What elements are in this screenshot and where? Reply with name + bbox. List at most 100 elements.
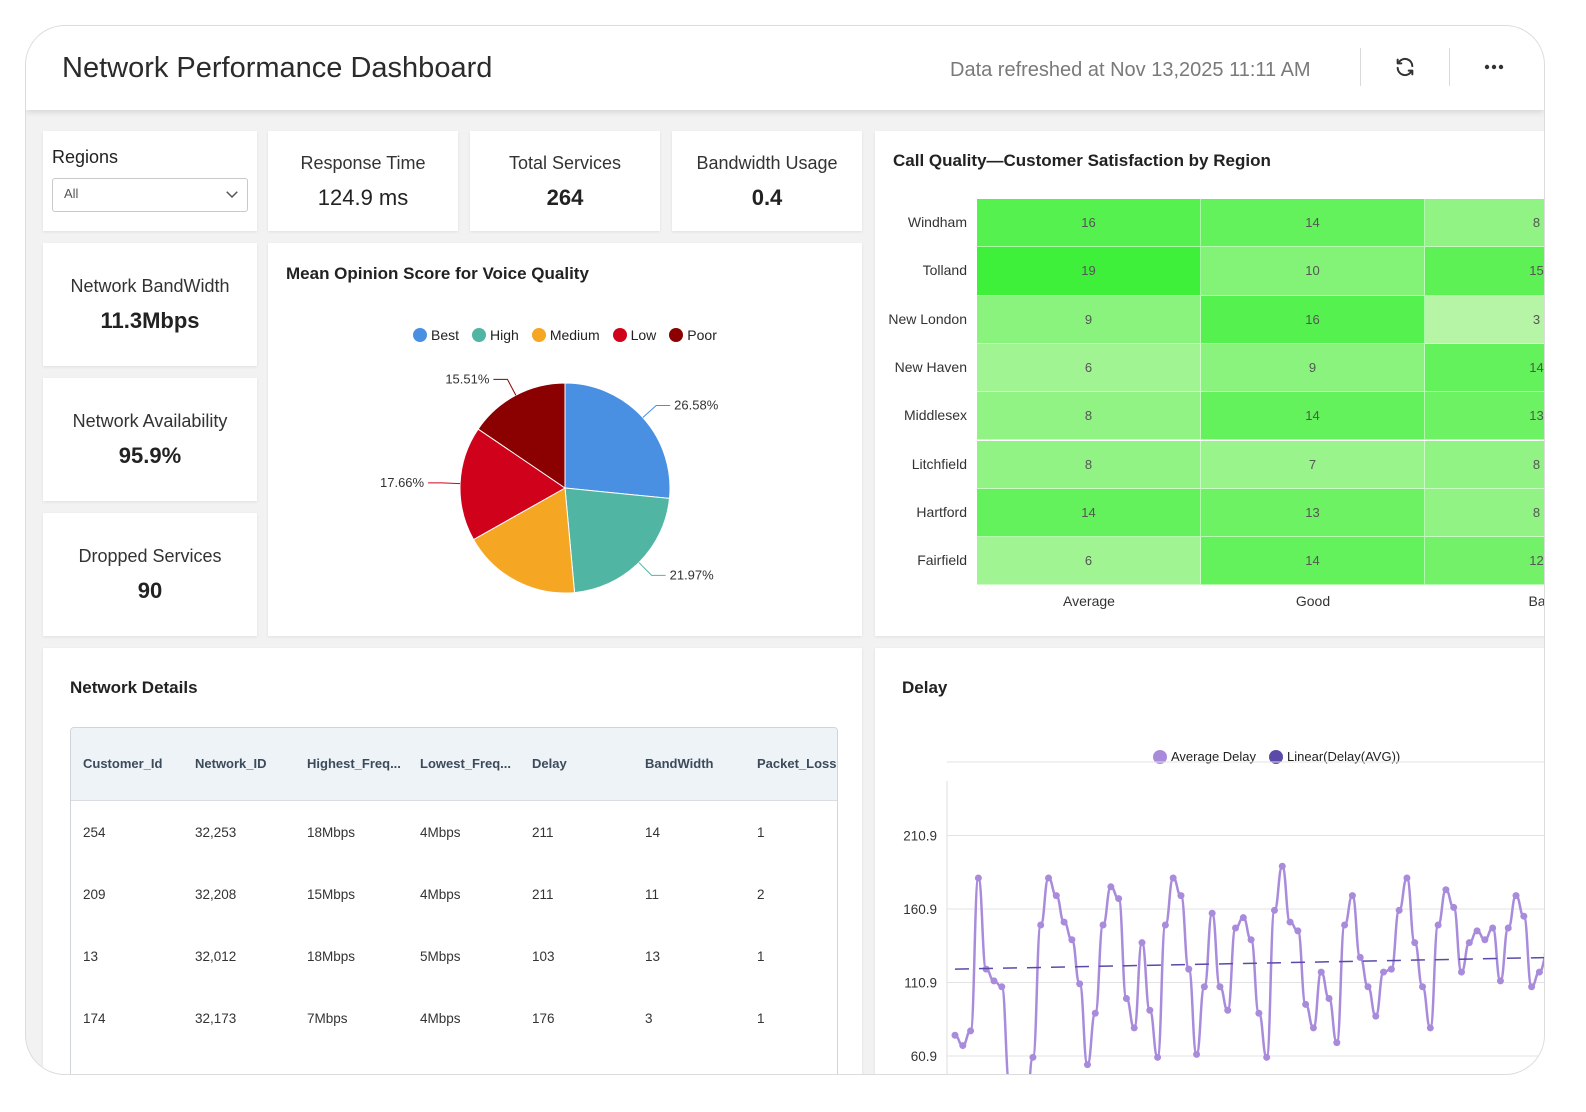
column-header[interactable]: Highest_Freq... — [307, 756, 401, 771]
legend-item[interactable]: Average Delay — [1153, 749, 1256, 764]
data-point[interactable] — [1395, 906, 1403, 914]
table-row[interactable] — [71, 1049, 837, 1074]
heatmap-cell[interactable]: 6 — [977, 343, 1201, 393]
data-point[interactable] — [959, 1042, 967, 1050]
data-point[interactable] — [1091, 1009, 1099, 1017]
data-point[interactable] — [1146, 1006, 1154, 1014]
heatmap-cell[interactable]: 8 — [977, 440, 1201, 489]
pie-slice-medium[interactable] — [472, 487, 576, 594]
heatmap-cell[interactable]: 8 — [1425, 488, 1544, 538]
heatmap-cell[interactable]: 13 — [1425, 392, 1544, 441]
heatmap-cell[interactable]: 9 — [1201, 343, 1425, 393]
data-point[interactable] — [1442, 886, 1450, 894]
data-point[interactable] — [1333, 1039, 1341, 1047]
column-header[interactable]: BandWidth — [645, 756, 714, 771]
data-point[interactable] — [1457, 968, 1465, 976]
data-point[interactable] — [1356, 953, 1364, 961]
data-point[interactable] — [1372, 1012, 1380, 1020]
data-point[interactable] — [1083, 1061, 1091, 1069]
data-point[interactable] — [1029, 1053, 1037, 1061]
data-point[interactable] — [1380, 968, 1388, 976]
heatmap-cell[interactable]: 15 — [1425, 247, 1544, 296]
data-point[interactable] — [1068, 936, 1076, 944]
heatmap-cell[interactable]: 7 — [1201, 440, 1425, 489]
data-point[interactable] — [1177, 892, 1185, 900]
data-point[interactable] — [1037, 921, 1045, 929]
data-point[interactable] — [1512, 892, 1520, 900]
heatmap-cell[interactable]: 16 — [977, 199, 1201, 248]
data-point[interactable] — [1115, 895, 1123, 903]
data-point[interactable] — [998, 983, 1006, 991]
data-point[interactable] — [1504, 924, 1512, 932]
data-point[interactable] — [1403, 874, 1411, 882]
data-point[interactable] — [1426, 1024, 1434, 1032]
heatmap-cell[interactable]: 14 — [977, 488, 1201, 538]
data-point[interactable] — [1216, 983, 1224, 991]
data-point[interactable] — [1247, 936, 1255, 944]
data-point[interactable] — [1309, 1024, 1317, 1032]
data-point[interactable] — [967, 1027, 975, 1035]
data-point[interactable] — [1154, 1053, 1162, 1061]
data-point[interactable] — [1473, 927, 1481, 935]
heatmap-cell[interactable]: 19 — [977, 247, 1201, 296]
data-point[interactable] — [1045, 874, 1053, 882]
column-header[interactable]: Packet_Loss — [757, 756, 837, 771]
data-point[interactable] — [990, 977, 998, 985]
data-point[interactable] — [1450, 903, 1458, 911]
data-point[interactable] — [1255, 1009, 1263, 1017]
data-point[interactable] — [1161, 921, 1169, 929]
data-point[interactable] — [1060, 918, 1068, 926]
data-point[interactable] — [1185, 965, 1193, 973]
more-horizontal-icon[interactable] — [1477, 50, 1511, 84]
heatmap-cell[interactable]: 14 — [1201, 537, 1425, 586]
heatmap-cell[interactable]: 8 — [1425, 440, 1544, 489]
heatmap-cell[interactable]: 9 — [977, 295, 1201, 344]
series-line-average-delay[interactable] — [954, 864, 1545, 1075]
legend-item[interactable]: Best — [413, 327, 459, 343]
data-point[interactable] — [1130, 1024, 1138, 1032]
data-point[interactable] — [1224, 1006, 1232, 1014]
data-point[interactable] — [1052, 892, 1060, 900]
data-point[interactable] — [1465, 939, 1473, 947]
heatmap-cell[interactable]: 6 — [977, 537, 1201, 586]
data-point[interactable] — [1364, 983, 1372, 991]
column-header[interactable]: Lowest_Freq... — [420, 756, 512, 771]
heatmap-cell[interactable]: 12 — [1425, 537, 1544, 586]
data-point[interactable] — [1169, 874, 1177, 882]
data-point[interactable] — [1278, 862, 1286, 870]
column-header[interactable]: Delay — [532, 756, 567, 771]
data-point[interactable] — [1270, 906, 1278, 914]
heatmap-cell[interactable]: 13 — [1201, 488, 1425, 538]
data-point[interactable] — [1294, 927, 1302, 935]
data-point[interactable] — [1232, 924, 1240, 932]
data-point[interactable] — [1325, 995, 1333, 1003]
legend-item[interactable]: Linear(Delay(AVG)) — [1269, 749, 1400, 764]
heatmap-cell[interactable]: 10 — [1201, 247, 1425, 296]
legend-item[interactable]: Medium — [531, 327, 600, 343]
data-point[interactable] — [1419, 983, 1427, 991]
data-point[interactable] — [1193, 1050, 1201, 1058]
data-point[interactable] — [1387, 965, 1395, 973]
data-point[interactable] — [1348, 892, 1356, 900]
data-point[interactable] — [1076, 980, 1084, 988]
data-point[interactable] — [1208, 909, 1216, 917]
data-point[interactable] — [1535, 968, 1543, 976]
data-point[interactable] — [1239, 914, 1247, 922]
regions-select[interactable]: All — [52, 178, 248, 212]
pie-slice-high[interactable] — [564, 487, 671, 594]
data-point[interactable] — [1122, 995, 1130, 1003]
data-point[interactable] — [1200, 983, 1208, 991]
heatmap-cell[interactable]: 16 — [1201, 295, 1425, 344]
data-point[interactable] — [1496, 977, 1504, 985]
data-point[interactable] — [951, 1031, 959, 1039]
data-point[interactable] — [1341, 921, 1349, 929]
table-row[interactable]: 209 32,208 15Mbps 4Mbps 211 11 2 — [71, 863, 837, 926]
data-point[interactable] — [1481, 936, 1489, 944]
data-point[interactable] — [1434, 921, 1442, 929]
table-row[interactable]: 254 32,253 18Mbps 4Mbps 211 14 1 — [71, 801, 837, 864]
legend-item[interactable]: Low — [612, 327, 656, 343]
heatmap-cell[interactable]: 14 — [1425, 343, 1544, 393]
refresh-icon[interactable] — [1388, 50, 1422, 84]
legend-item[interactable]: Poor — [669, 327, 717, 343]
column-header[interactable]: Customer_Id — [83, 756, 163, 771]
